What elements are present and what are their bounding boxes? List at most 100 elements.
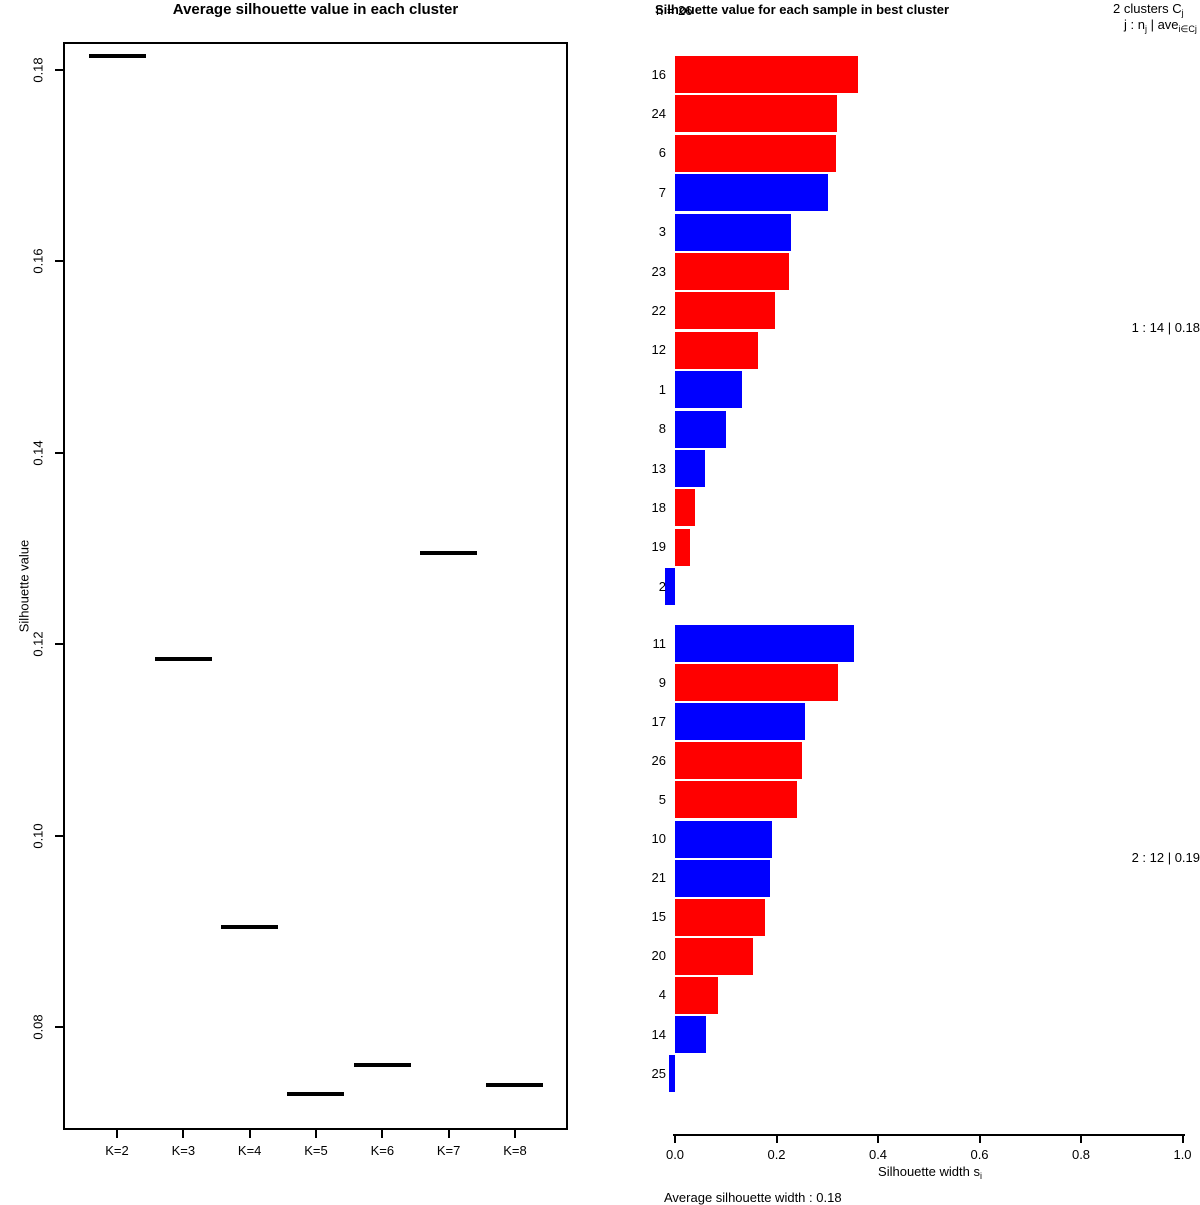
silhouette-bar-sample-20 <box>675 937 754 975</box>
right-header-formula: j : nj | avei∈Cj si <box>1124 17 1200 35</box>
text-segment: 2 clusters C <box>1113 1 1182 16</box>
sample-label-4: 4 <box>658 987 666 1003</box>
x-tick-label: 1.0 <box>1173 1147 1192 1162</box>
x-tick <box>248 1130 251 1138</box>
sample-label-18: 18 <box>651 499 666 515</box>
sample-label-15: 15 <box>651 909 666 925</box>
sample-label-22: 22 <box>651 302 666 318</box>
silhouette-bar-sample-8 <box>675 410 726 448</box>
x-tick <box>978 1136 981 1143</box>
x-tick <box>447 1130 450 1138</box>
silhouette-bar-sample-14 <box>675 1016 706 1053</box>
cluster1-annotation: 1 : 14 | 0.18 <box>1131 320 1200 335</box>
avg-silhouette-dash-K=2 <box>88 53 146 58</box>
x-tick <box>381 1130 384 1138</box>
x-tick <box>513 1130 516 1138</box>
sample-label-23: 23 <box>651 263 666 279</box>
sample-label-20: 20 <box>651 948 666 964</box>
x-tick-label: 0.2 <box>767 1147 786 1162</box>
x-axis-line <box>673 1134 1185 1136</box>
sample-label-11: 11 <box>652 635 667 651</box>
right-footer-average: Average silhouette width : 0.18 <box>664 1190 842 1205</box>
x-tick-label: 0.6 <box>970 1147 989 1162</box>
silhouette-bar-sample-9 <box>675 664 838 702</box>
silhouette-bar-sample-3 <box>675 213 792 251</box>
sample-label-21: 21 <box>651 870 666 886</box>
x-tick-label: 0.8 <box>1071 1147 1091 1162</box>
right-chart-title: Silhouette value for each sample in best… <box>655 2 950 17</box>
silhouette-bar-sample-17 <box>675 703 805 741</box>
x-tick-label: K=2 <box>105 1143 129 1158</box>
text-segment: j <box>1181 8 1184 18</box>
sample-label-8: 8 <box>658 421 666 437</box>
y-tick <box>55 834 64 837</box>
silhouette-bar-sample-12 <box>675 331 759 369</box>
y-tick <box>55 260 64 263</box>
x-tick-label: K=5 <box>304 1143 328 1158</box>
silhouette-bar-sample-13 <box>675 450 705 487</box>
x-tick <box>182 1130 185 1138</box>
sample-label-14: 14 <box>651 1026 666 1042</box>
right-x-axis-label: Silhouette width si <box>675 1164 1185 1181</box>
avg-silhouette-dash-K=5 <box>287 1092 345 1097</box>
y-tick <box>55 451 64 454</box>
x-tick <box>1181 1136 1184 1143</box>
x-tick-label: K=4 <box>237 1143 262 1158</box>
silhouette-bar-sample-6 <box>675 134 836 172</box>
right-n-label: n = 26 <box>656 3 693 18</box>
x-tick <box>116 1130 118 1138</box>
sample-label-6: 6 <box>658 145 666 161</box>
silhouette-bar-sample-1 <box>675 371 742 409</box>
x-tick-label: 0.0 <box>665 1147 685 1162</box>
silhouette-bar-sample-26 <box>675 742 802 780</box>
silhouette-bar-sample-22 <box>675 292 775 330</box>
silhouette-bar-sample-21 <box>675 859 770 897</box>
sample-label-17: 17 <box>651 713 666 729</box>
silhouette-bar-sample-2 <box>664 568 675 606</box>
silhouette-bar-sample-24 <box>675 95 837 133</box>
silhouette-bar-sample-15 <box>675 898 765 936</box>
sample-label-24: 24 <box>651 105 666 121</box>
left-chart-title: Average silhouette value in each cluster <box>172 1 459 18</box>
silhouette-bar-sample-23 <box>675 253 790 290</box>
sample-label-1: 1 <box>658 381 666 397</box>
x-tick <box>1080 1136 1082 1143</box>
x-tick <box>674 1136 676 1143</box>
x-tick-label: 0.4 <box>868 1147 888 1162</box>
left-plot-box <box>63 42 568 1130</box>
sample-label-2: 2 <box>658 578 666 594</box>
text-segment: i <box>979 1171 982 1181</box>
avg-silhouette-dash-K=8 <box>486 1082 544 1087</box>
x-tick-label: K=7 <box>436 1143 461 1158</box>
sample-label-25: 25 <box>651 1065 666 1081</box>
sample-label-3: 3 <box>658 224 666 240</box>
y-tick <box>55 69 64 71</box>
avg-silhouette-dash-K=7 <box>420 551 478 556</box>
text-segment: j <box>1144 24 1147 34</box>
avg-silhouette-dash-K=6 <box>353 1063 411 1068</box>
sample-label-10: 10 <box>651 831 666 846</box>
x-tick-label: K=3 <box>171 1143 196 1158</box>
text-segment: j : n <box>1124 17 1145 32</box>
sample-label-9: 9 <box>658 674 666 690</box>
silhouette-bar-sample-25 <box>668 1055 675 1093</box>
silhouette-bar-sample-4 <box>675 976 719 1014</box>
text-segment: | ave <box>1146 17 1179 32</box>
avg-silhouette-dash-K=3 <box>154 656 212 661</box>
cluster2-annotation: 2 : 12 | 0.19 <box>1131 850 1200 865</box>
silhouette-bar-sample-19 <box>675 528 691 566</box>
x-tick <box>775 1136 778 1143</box>
silhouette-bar-sample-5 <box>675 781 797 819</box>
x-tick <box>314 1130 317 1138</box>
avg-silhouette-dash-K=4 <box>221 924 279 929</box>
sample-label-5: 5 <box>658 791 666 807</box>
sample-label-26: 26 <box>651 752 666 768</box>
sample-label-16: 16 <box>651 66 666 82</box>
silhouette-bar-sample-7 <box>675 174 828 212</box>
text-segment: Silhouette width s <box>878 1164 980 1179</box>
sample-label-7: 7 <box>658 184 666 200</box>
sample-label-13: 13 <box>651 460 666 476</box>
